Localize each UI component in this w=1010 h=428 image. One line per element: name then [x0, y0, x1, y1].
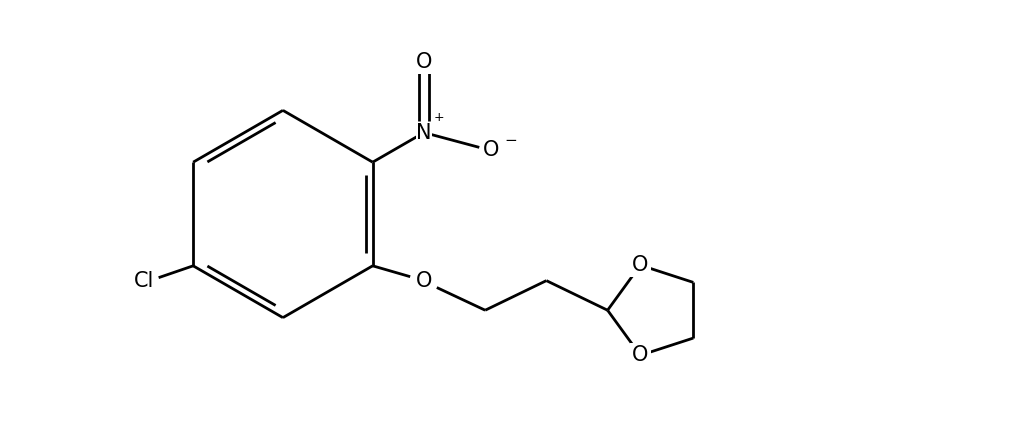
Text: N: N: [416, 122, 431, 143]
Text: +: +: [434, 111, 444, 124]
Text: O: O: [632, 255, 648, 275]
Text: Cl: Cl: [133, 270, 154, 291]
Text: O: O: [416, 270, 432, 291]
Text: O: O: [416, 51, 432, 71]
Text: −: −: [504, 133, 517, 148]
Text: O: O: [632, 345, 648, 365]
Text: O: O: [483, 140, 499, 160]
